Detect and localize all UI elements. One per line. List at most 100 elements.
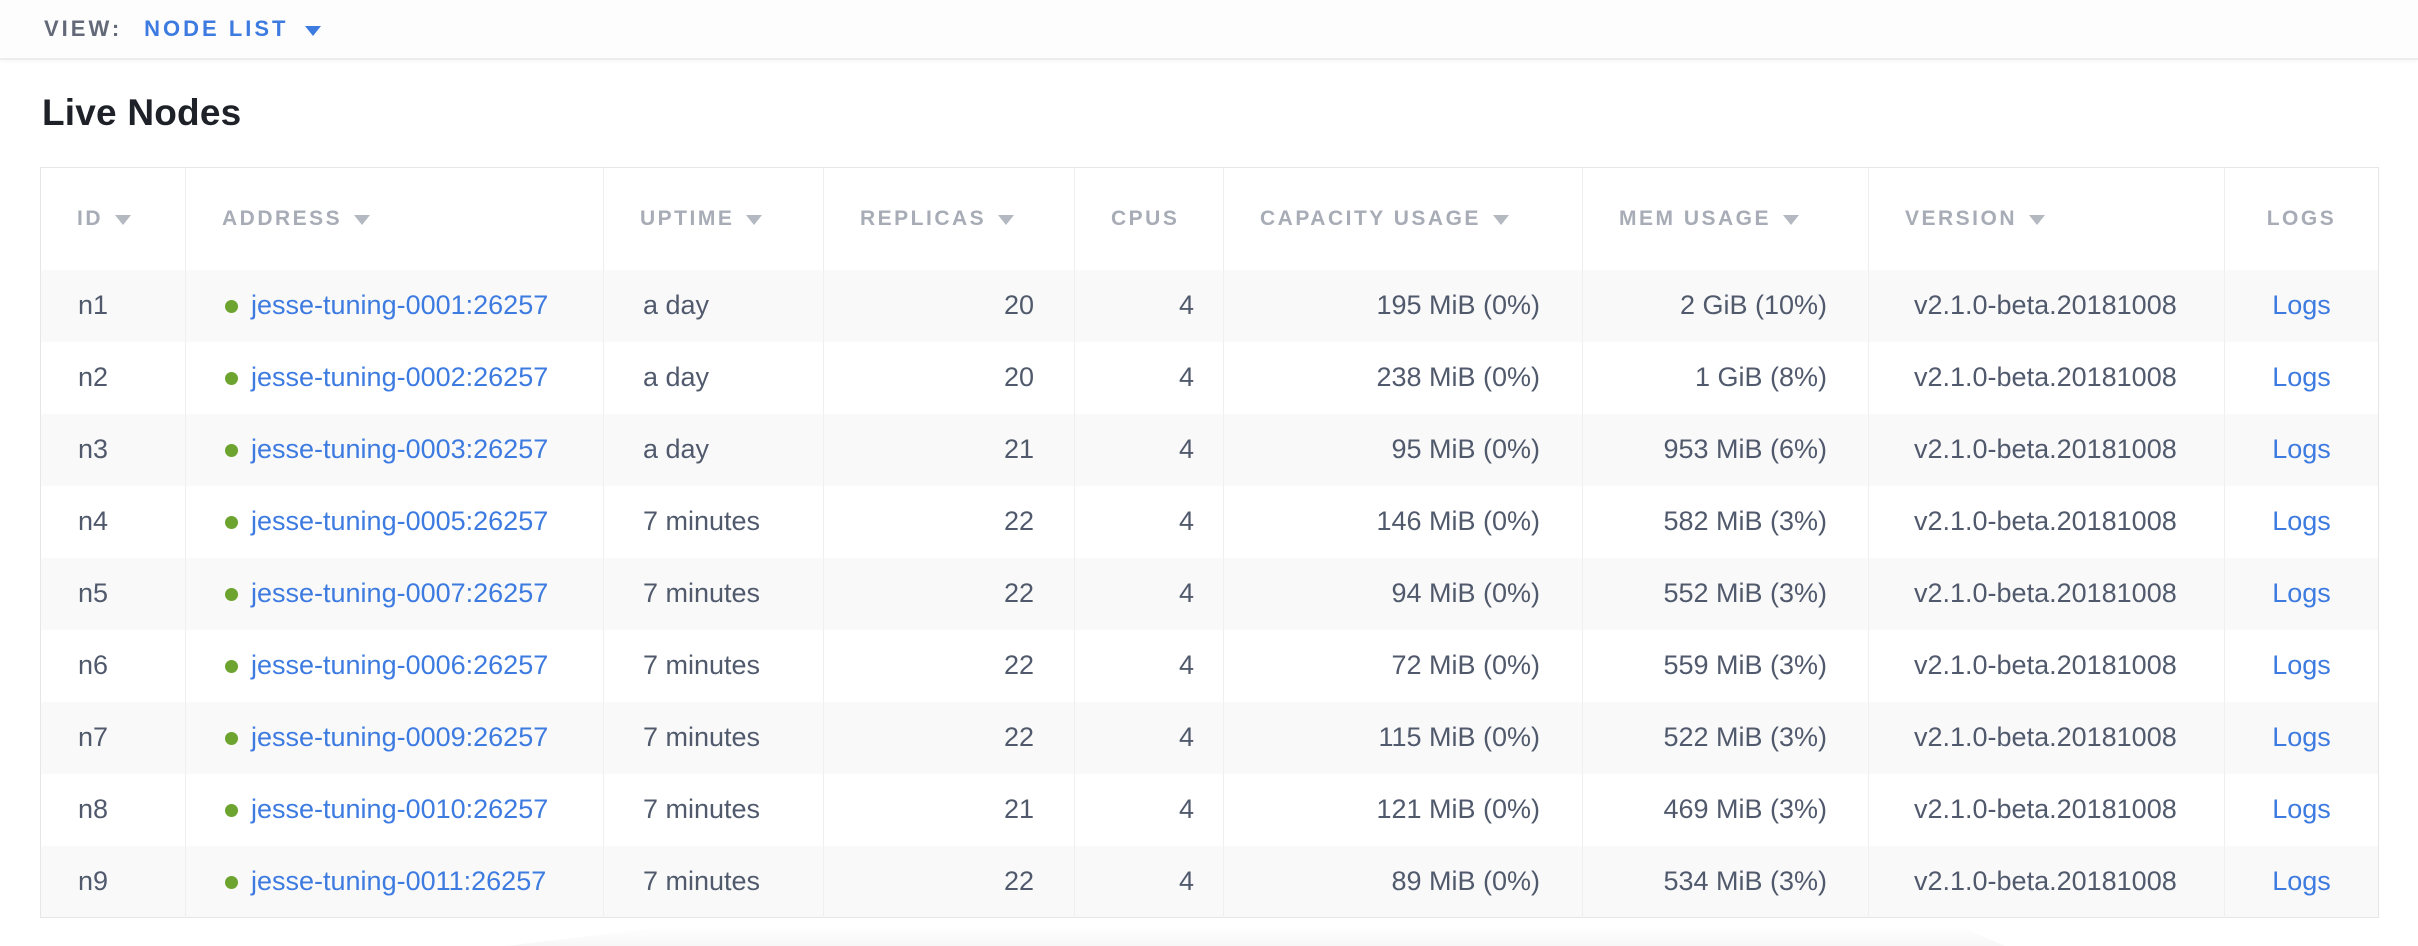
node-address-link[interactable]: jesse-tuning-0007:26257: [251, 578, 549, 608]
cell-replicas: 21: [823, 773, 1075, 846]
cell-value: 4: [1178, 362, 1194, 392]
table-row: n6 jesse-tuning-0006:26257 7 minutes 22 4 72 …: [40, 629, 2379, 702]
cell-value: v2.1.0-beta.20181008: [1914, 794, 2177, 824]
cell-value: 195 MiB (0%): [1376, 290, 1540, 320]
cell-value: 7 minutes: [643, 650, 761, 680]
cell-version: v2.1.0-beta.20181008: [1868, 269, 2225, 342]
cell-value: 72 MiB (0%): [1391, 650, 1540, 680]
cell-cpus: 4: [1074, 701, 1224, 774]
node-address-link[interactable]: jesse-tuning-0009:26257: [251, 722, 549, 752]
view-selector-dropdown[interactable]: NODE LIST: [144, 16, 321, 42]
node-address-link[interactable]: jesse-tuning-0011:26257: [251, 865, 547, 896]
column-header-address[interactable]: ADDRESS: [185, 167, 604, 270]
partially-visible-bottom-element: [505, 926, 2005, 946]
node-live-status-dot-icon: [225, 444, 238, 458]
cell-logs: Logs: [2225, 342, 2379, 414]
cell-uptime: 7 minutes: [603, 773, 824, 846]
cell-value: 238 MiB (0%): [1376, 362, 1540, 392]
logs-link[interactable]: Logs: [2272, 865, 2331, 896]
cell-capacity: 195 MiB (0%): [1223, 269, 1583, 342]
cell-version: v2.1.0-beta.20181008: [1868, 485, 2225, 558]
cell-logs: Logs: [2225, 414, 2379, 486]
cell-address: jesse-tuning-0003:26257: [185, 413, 604, 486]
sort-descending-icon[interactable]: [1492, 214, 1509, 225]
cell-version: v2.1.0-beta.20181008: [1868, 413, 2225, 486]
view-selected-value[interactable]: NODE LIST: [144, 16, 289, 41]
column-header-mem[interactable]: MEM USAGE: [1582, 167, 1869, 270]
cell-address: jesse-tuning-0001:26257: [185, 269, 604, 342]
logs-link[interactable]: Logs: [2272, 506, 2331, 536]
column-header-capacity[interactable]: CAPACITY USAGE: [1223, 167, 1583, 270]
cell-capacity: 95 MiB (0%): [1223, 413, 1583, 486]
cell-replicas: 22: [823, 557, 1075, 630]
logs-link[interactable]: Logs: [2272, 722, 2331, 752]
cell-logs: Logs: [2225, 630, 2379, 702]
table-body: n1 jesse-tuning-0001:26257 a day 20 4 195 MiB…: [40, 269, 2379, 918]
cell-mem: 953 MiB (6%): [1582, 413, 1869, 486]
cell-id: n4: [40, 485, 186, 558]
cell-id: n7: [40, 701, 186, 774]
node-live-status-dot-icon: [225, 804, 238, 818]
column-header-uptime[interactable]: UPTIME: [603, 167, 824, 270]
cell-mem: 522 MiB (3%): [1582, 701, 1869, 774]
column-header-replicas[interactable]: REPLICAS: [823, 167, 1075, 270]
cell-value: 146 MiB (0%): [1376, 506, 1540, 536]
cell-value: 953 MiB (6%): [1663, 434, 1827, 464]
cell-value: 21: [1003, 794, 1034, 824]
node-address-link[interactable]: jesse-tuning-0005:26257: [251, 506, 549, 536]
column-header-version[interactable]: VERSION: [1868, 167, 2225, 270]
sort-descending-icon[interactable]: [115, 214, 131, 225]
node-address-link[interactable]: jesse-tuning-0002:26257: [251, 362, 549, 392]
cell-value: v2.1.0-beta.20181008: [1914, 362, 2177, 392]
sort-descending-icon[interactable]: [1783, 214, 1800, 225]
cell-value: v2.1.0-beta.20181008: [1914, 506, 2177, 536]
cell-value: 4: [1178, 722, 1194, 752]
table-row: n1 jesse-tuning-0001:26257 a day 20 4 195 MiB…: [40, 269, 2379, 342]
cell-uptime: a day: [603, 269, 824, 342]
cell-value: 469 MiB (3%): [1663, 794, 1827, 824]
cell-value: 552 MiB (3%): [1663, 578, 1827, 608]
cell-value: 121 MiB (0%): [1376, 794, 1540, 824]
cell-value: 522 MiB (3%): [1663, 722, 1827, 752]
cell-value: n5: [78, 578, 109, 608]
logs-link[interactable]: Logs: [2272, 362, 2331, 392]
sort-descending-icon[interactable]: [2029, 214, 2046, 225]
cell-logs: Logs: [2225, 270, 2379, 342]
logs-link[interactable]: Logs: [2272, 794, 2331, 824]
cell-mem: 469 MiB (3%): [1582, 773, 1869, 846]
cell-uptime: 7 minutes: [603, 629, 824, 702]
table-row: n9 jesse-tuning-0011:26257 7 minutes 22 4 89 …: [40, 845, 2379, 918]
cell-value: 7 minutes: [643, 794, 761, 824]
logs-link[interactable]: Logs: [2272, 290, 2331, 320]
node-address-link[interactable]: jesse-tuning-0006:26257: [251, 650, 549, 680]
cell-replicas: 22: [823, 845, 1075, 918]
node-address-link[interactable]: jesse-tuning-0010:26257: [251, 794, 549, 824]
cell-value: 4: [1178, 290, 1194, 320]
column-header-label: REPLICAS: [860, 206, 987, 230]
cell-logs: Logs: [2225, 558, 2379, 630]
sort-descending-icon[interactable]: [354, 214, 371, 225]
cell-value: 95 MiB (0%): [1391, 434, 1540, 464]
node-live-status-dot-icon: [225, 516, 238, 530]
cell-value: a day: [643, 362, 710, 392]
cell-value: 4: [1178, 578, 1194, 608]
logs-link[interactable]: Logs: [2272, 650, 2331, 680]
cell-value: a day: [643, 290, 710, 320]
cell-cpus: 4: [1074, 485, 1224, 558]
sort-descending-icon[interactable]: [998, 214, 1015, 225]
cell-value: 22: [1003, 722, 1034, 752]
logs-link[interactable]: Logs: [2272, 578, 2331, 608]
logs-link[interactable]: Logs: [2272, 434, 2331, 464]
node-address-link[interactable]: jesse-tuning-0001:26257: [251, 290, 549, 320]
chevron-down-icon[interactable]: [304, 25, 321, 36]
node-live-status-dot-icon: [225, 588, 238, 602]
node-address-link[interactable]: jesse-tuning-0003:26257: [251, 434, 549, 464]
sort-descending-icon[interactable]: [746, 214, 763, 225]
column-header-id[interactable]: ID: [40, 167, 186, 270]
cell-logs: Logs: [2225, 846, 2379, 918]
cell-address: jesse-tuning-0002:26257: [185, 341, 604, 414]
node-live-status-dot-icon: [225, 732, 238, 746]
cell-value: n3: [78, 434, 109, 464]
cell-mem: 2 GiB (10%): [1582, 269, 1869, 342]
cell-capacity: 238 MiB (0%): [1223, 341, 1583, 414]
